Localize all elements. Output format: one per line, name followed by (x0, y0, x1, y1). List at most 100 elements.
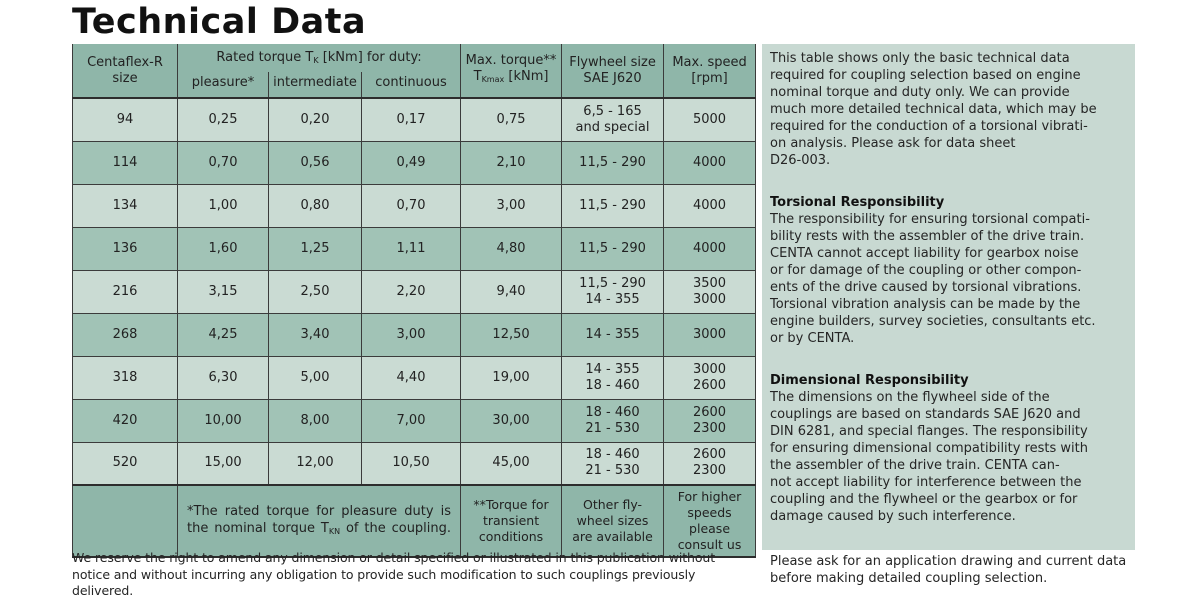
cell-flywheel: 18 - 460 21 - 530 (561, 398, 665, 443)
cell-speed: 4000 (663, 140, 757, 185)
footnote-speed: For higher speeds please consult us (663, 484, 757, 557)
cell-size: 94 (72, 97, 178, 142)
cell-speed: 2600 2300 (663, 441, 757, 486)
cell-continuous: 0,49 (360, 140, 462, 185)
column-group-rated-torque: Rated torque TK [kNm] for duty: (176, 44, 462, 72)
footnote-max-torque: **Torque for transient conditions (460, 484, 563, 557)
cell-max-torque: 0,75 (460, 97, 563, 142)
reservation-disclaimer: We reserve the right to amend any dimens… (72, 550, 716, 598)
cell-pleasure: 10,00 (177, 398, 269, 443)
cell-size: 520 (72, 441, 178, 486)
table-body: 94 0,25 0,20 0,17 0,75 6,5 - 165 and spe… (72, 97, 757, 486)
cell-size: 420 (72, 398, 178, 443)
subscript-K: K (313, 56, 319, 65)
cell-pleasure: 0,70 (177, 140, 269, 185)
cell-size: 136 (72, 226, 178, 271)
cell-speed: 3000 2600 (663, 355, 757, 400)
cell-continuous: 7,00 (360, 398, 462, 443)
cell-intermediate: 1,25 (268, 226, 362, 271)
table-row: 520 15,00 12,00 10,50 45,00 18 - 460 21 … (72, 441, 757, 486)
cell-speed: 3500 3000 (663, 269, 757, 314)
cell-max-torque: 4,80 (460, 226, 563, 271)
cell-flywheel: 11,5 - 290 (561, 140, 665, 185)
cell-intermediate: 0,80 (268, 183, 362, 228)
subscript-Kmax: Kmax (481, 75, 505, 84)
column-header-intermediate: intermediate (268, 72, 362, 99)
cell-pleasure: 15,00 (177, 441, 269, 486)
cell-speed: 5000 (663, 97, 757, 142)
cell-flywheel: 18 - 460 21 - 530 (561, 441, 665, 486)
table-row: 216 3,15 2,50 2,20 9,40 11,5 - 290 14 - … (72, 269, 757, 314)
cell-pleasure: 4,25 (177, 312, 269, 357)
subscript-KN: KN (328, 526, 341, 536)
cell-flywheel: 11,5 - 290 14 - 355 (561, 269, 665, 314)
cell-max-torque: 30,00 (460, 398, 563, 443)
cell-flywheel: 14 - 355 18 - 460 (561, 355, 665, 400)
cell-speed: 4000 (663, 226, 757, 271)
table-row: 94 0,25 0,20 0,17 0,75 6,5 - 165 and spe… (72, 97, 757, 142)
cell-intermediate: 0,20 (268, 97, 362, 142)
cell-intermediate: 2,50 (268, 269, 362, 314)
table-row: 268 4,25 3,40 3,00 12,50 14 - 355 3000 (72, 312, 757, 357)
cell-continuous: 0,17 (360, 97, 462, 142)
intro-paragraph: This table shows only the basic technica… (770, 51, 1097, 168)
info-panel: This table shows only the basic technica… (762, 44, 1135, 550)
cell-flywheel: 11,5 - 290 (561, 183, 665, 228)
cell-continuous: 0,70 (360, 183, 462, 228)
column-header-max-speed: Max. speed [rpm] (663, 44, 757, 99)
cell-max-torque: 9,40 (460, 269, 563, 314)
technical-data-table: Centaflex-R size Rated torque TK [kNm] f… (72, 44, 757, 558)
cell-pleasure: 3,15 (177, 269, 269, 314)
column-header-max-torque: Max. torque** TKmax [kNm] (460, 44, 563, 99)
cell-flywheel: 14 - 355 (561, 312, 665, 357)
cell-max-torque: 12,50 (460, 312, 563, 357)
table-footnotes: *The rated torque for pleasure duty is t… (72, 484, 757, 557)
column-header-size: Centaflex-R size (72, 44, 178, 99)
cell-intermediate: 8,00 (268, 398, 362, 443)
cell-size: 318 (72, 355, 178, 400)
cell-continuous: 3,00 (360, 312, 462, 357)
cell-size: 216 (72, 269, 178, 314)
column-header-continuous: continuous (360, 72, 462, 99)
table-row: 134 1,00 0,80 0,70 3,00 11,5 - 290 4000 (72, 183, 757, 228)
footnote-empty-cell (72, 484, 178, 557)
table-header: Centaflex-R size Rated torque TK [kNm] f… (72, 44, 757, 99)
cell-size: 114 (72, 140, 178, 185)
column-header-pleasure: pleasure* (177, 72, 269, 99)
footnote-flywheel: Other fly- wheel sizes are available (561, 484, 665, 557)
torsional-responsibility-paragraph: The responsibility for ensuring torsiona… (770, 212, 1096, 346)
cell-continuous: 2,20 (360, 269, 462, 314)
cell-flywheel: 6,5 - 165 and special (561, 97, 665, 142)
page-title: Technical Data (72, 2, 367, 42)
cell-speed: 4000 (663, 183, 757, 228)
cell-size: 268 (72, 312, 178, 357)
table-row: 420 10,00 8,00 7,00 30,00 18 - 460 21 - … (72, 398, 757, 443)
cell-pleasure: 1,60 (177, 226, 269, 271)
cell-speed: 3000 (663, 312, 757, 357)
cell-intermediate: 3,40 (268, 312, 362, 357)
torsional-responsibility-heading: Torsional Responsibility (770, 195, 945, 210)
application-drawing-note: Please ask for an application drawing an… (770, 554, 1127, 586)
cell-max-torque: 2,10 (460, 140, 563, 185)
cell-pleasure: 6,30 (177, 355, 269, 400)
dimensional-responsibility-heading: Dimensional Responsibility (770, 373, 969, 388)
cell-continuous: 4,40 (360, 355, 462, 400)
dimensional-responsibility-paragraph: The dimensions on the flywheel side of t… (770, 390, 1089, 524)
cell-pleasure: 1,00 (177, 183, 269, 228)
table-row: 114 0,70 0,56 0,49 2,10 11,5 - 290 4000 (72, 140, 757, 185)
column-header-flywheel: Flywheel size SAE J620 (561, 44, 665, 99)
cell-speed: 2600 2300 (663, 398, 757, 443)
cell-intermediate: 5,00 (268, 355, 362, 400)
cell-max-torque: 3,00 (460, 183, 563, 228)
table-row: 318 6,30 5,00 4,40 19,00 14 - 355 18 - 4… (72, 355, 757, 400)
footnote-rated-torque: *The rated torque for pleasure duty is t… (176, 484, 462, 557)
cell-continuous: 10,50 (360, 441, 462, 486)
cell-intermediate: 0,56 (268, 140, 362, 185)
cell-flywheel: 11,5 - 290 (561, 226, 665, 271)
cell-max-torque: 45,00 (460, 441, 563, 486)
cell-max-torque: 19,00 (460, 355, 563, 400)
cell-pleasure: 0,25 (177, 97, 269, 142)
cell-intermediate: 12,00 (268, 441, 362, 486)
cell-size: 134 (72, 183, 178, 228)
